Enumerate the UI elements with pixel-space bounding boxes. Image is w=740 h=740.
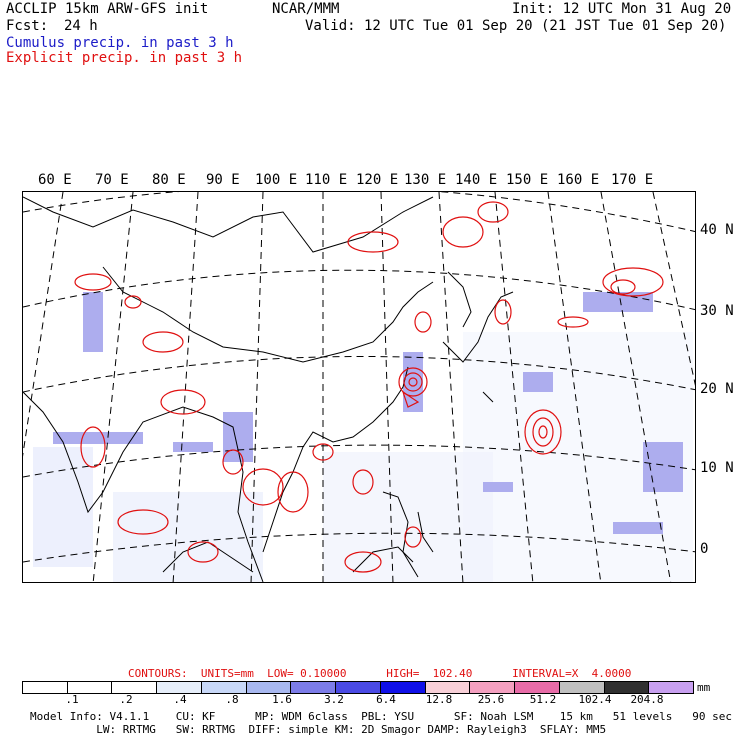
colorbar-segment [604,682,650,693]
lon-label: 70 E [95,172,129,188]
colorbar-segment [649,682,694,693]
lon-label: 150 E [506,172,549,188]
lon-label: 110 E [305,172,348,188]
colorbar-tick: 1.6 [272,693,292,706]
colorbar-segment [112,682,158,693]
lon-label: 90 E [206,172,240,188]
colorbar-segment [470,682,516,693]
explicit-legend: Explicit precip. in past 3 h [6,50,243,66]
colorbar-tick: 3.2 [324,693,344,706]
model-info-line1: Model Info: V4.1.1 CU: KF MP: WDM 6class… [30,710,732,723]
precip-map [22,191,696,583]
fcst-label: Fcst: [6,18,49,34]
colorbar-segment [246,682,292,693]
color-bar [22,681,694,694]
init-time: Init: 12 UTC Mon 31 Aug 20 [512,1,732,17]
colorbar-segment [336,682,381,693]
colorbar-unit: mm [697,681,711,694]
lon-label: 170 E [611,172,654,188]
lon-label: 80 E [152,172,186,188]
graticule [23,192,695,582]
lon-label: 120 E [356,172,399,188]
model-title: ACCLIP 15km ARW-GFS init [6,1,209,17]
cumulus-legend: Cumulus precip. in past 3 h [6,35,234,51]
colorbar-tick: .8 [225,693,239,706]
org-label: NCAR/MMM [272,1,340,17]
lon-label: 60 E [38,172,72,188]
fcst-value: 24 h [64,18,98,34]
contour-info: CONTOURS: UNITS=mm LOW= 0.10000 HIGH= 10… [128,667,632,680]
valid-time: Valid: 12 UTC Tue 01 Sep 20 (21 JST Tue … [305,18,727,34]
colorbar-tick: .2 [119,693,133,706]
colorbar-tick: 25.6 [477,693,505,706]
colorbar-tick: 102.4 [578,693,612,706]
map-svg [23,192,695,582]
lat-label: 0 [700,541,709,557]
colorbar-segment [157,682,202,693]
lat-label: 10 N [700,460,734,476]
model-info-line2: LW: RRTMG SW: RRTMG DIFF: simple KM: 2D … [30,723,607,736]
colorbar-tick: .1 [65,693,79,706]
colorbar-segment [380,682,426,693]
cumulus-precip [33,292,693,582]
colorbar-segment [23,682,68,693]
colorbar-segment [515,682,560,693]
lon-label: 140 E [455,172,498,188]
colorbar-segment [291,682,337,693]
colorbar-segment [201,682,247,693]
coastlines [23,196,514,582]
explicit-precip [74,201,664,573]
colorbar-tick: .4 [173,693,187,706]
colorbar-tick: 51.2 [529,693,557,706]
lon-label: 100 E [255,172,298,188]
colorbar-segment [559,682,605,693]
lat-label: 30 N [700,303,734,319]
colorbar-tick: 12.8 [425,693,453,706]
lon-label: 130 E [404,172,447,188]
colorbar-segment [425,682,471,693]
colorbar-tick: 204.8 [630,693,664,706]
colorbar-segment [67,682,113,693]
lat-label: 40 N [700,222,734,238]
lat-label: 20 N [700,381,734,397]
lon-label: 160 E [557,172,600,188]
colorbar-tick: 6.4 [376,693,396,706]
